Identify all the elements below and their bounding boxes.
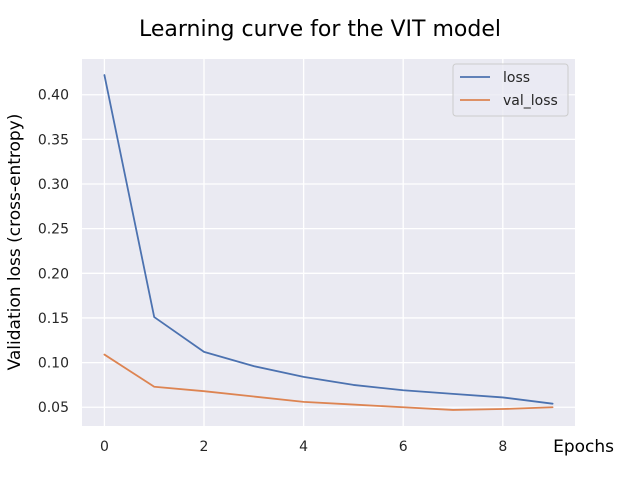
y-tick-label: 0.30 [38, 177, 69, 193]
y-tick-label: 0.05 [38, 400, 69, 416]
y-tick-label: 0.10 [38, 356, 69, 372]
x-axis-label: Epochs [553, 437, 614, 457]
series-line-val-loss [103, 353, 554, 411]
x-axis-ticks: 0 2 4 6 8 [100, 439, 507, 455]
chart-title: Learning curve for the VIT model [139, 17, 501, 42]
legend-label-val-loss: val_loss [503, 93, 558, 109]
y-tick-label: 0.25 [38, 222, 69, 238]
legend-label-loss: loss [503, 70, 530, 86]
series-lines [103, 74, 554, 411]
y-tick-label: 0.35 [38, 132, 69, 148]
x-tick-label: 8 [498, 439, 507, 455]
x-tick-label: 4 [299, 439, 308, 455]
legend: loss val_loss [452, 63, 569, 117]
y-tick-label: 0.40 [38, 88, 69, 104]
y-axis-label: Validation loss (cross-entropy) [5, 114, 25, 371]
grid [82, 59, 575, 426]
x-tick-label: 2 [200, 439, 209, 455]
series-line-loss [103, 74, 554, 405]
y-tick-label: 0.20 [38, 266, 69, 282]
plot-area [82, 59, 575, 426]
x-tick-label: 0 [100, 439, 109, 455]
x-tick-label: 6 [399, 439, 408, 455]
y-axis-ticks: 0.05 0.10 0.15 0.20 0.25 0.30 0.35 0.40 [38, 88, 69, 417]
y-tick-label: 0.15 [38, 311, 69, 327]
